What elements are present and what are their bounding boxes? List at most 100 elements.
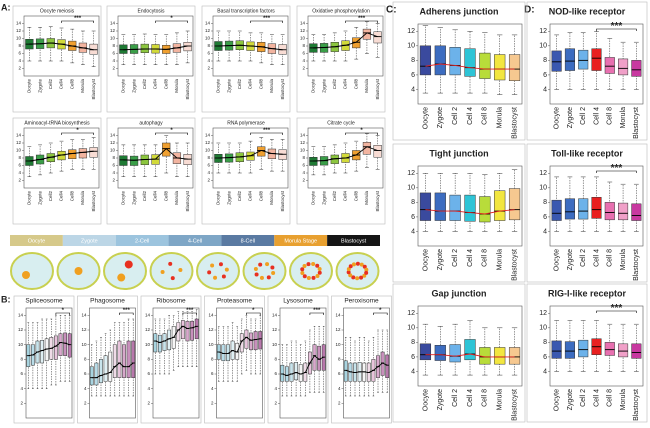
- x-tick-label: Oocyte: [553, 107, 560, 129]
- significance-bracket: [596, 28, 637, 31]
- y-tick-label: 6: [18, 51, 21, 56]
- y-tick-label: 12: [539, 170, 547, 177]
- x-tick-label: Cell2: [237, 191, 242, 202]
- stage-label: 8-Cell: [241, 238, 255, 244]
- x-tick-label: Cell2: [332, 79, 337, 90]
- nucleus: [271, 271, 276, 276]
- box: [385, 354, 390, 378]
- significance-bracket: [345, 20, 378, 23]
- x-tick-label: Oocyte: [422, 249, 429, 271]
- x-tick-label: Cell 8: [482, 389, 489, 407]
- plot-frame: [549, 305, 644, 387]
- stage-segment: [115, 235, 169, 246]
- significance-label: ***: [611, 303, 623, 314]
- x-tick-label: Cell4: [343, 79, 348, 90]
- significance-label: ***: [313, 308, 321, 314]
- nucleus: [351, 262, 356, 267]
- x-tick-label: Oocyte: [311, 79, 316, 94]
- nucleus: [348, 264, 353, 269]
- stage-label: Oocyte: [28, 238, 45, 244]
- significance-bracket: [61, 20, 94, 23]
- box: [280, 364, 285, 382]
- y-tick-label: 8: [338, 357, 341, 362]
- embryo: [10, 252, 54, 290]
- panel-label: A:: [1, 2, 11, 12]
- box: [157, 334, 162, 353]
- box: [564, 48, 575, 71]
- median-line: [218, 44, 283, 51]
- y-tick-label: 8: [302, 43, 305, 48]
- significance-bracket: [61, 132, 94, 135]
- significance-label: *: [360, 128, 363, 134]
- y-tick-label: 4: [18, 58, 21, 63]
- y-tick-label: 6: [543, 72, 547, 79]
- nucleus: [364, 270, 369, 275]
- box: [449, 344, 461, 363]
- x-tick-label: Cell8: [163, 191, 168, 202]
- x-tick-label: Cell 8: [607, 107, 614, 125]
- significance-label: *: [170, 128, 173, 134]
- box: [239, 333, 244, 353]
- nucleus: [117, 273, 126, 282]
- box: [352, 37, 361, 49]
- box: [129, 155, 139, 166]
- x-tick-label: Zygote: [37, 79, 42, 93]
- x-tick-label: Morula: [497, 389, 504, 411]
- nucleus: [259, 275, 264, 280]
- x-tick-label: Cell 2: [452, 389, 459, 407]
- y-tick-label: 2: [18, 66, 21, 71]
- panel-frame: [392, 1, 526, 141]
- y-tick-label: 10: [16, 36, 22, 41]
- box: [618, 343, 629, 358]
- box: [53, 335, 58, 360]
- y-tick-label: 2: [147, 401, 150, 406]
- y-tick-label: 12: [16, 28, 22, 33]
- box: [604, 342, 615, 356]
- stage-label: 4-Cell: [188, 238, 202, 244]
- nucleus: [253, 266, 258, 271]
- y-tick-label: 10: [145, 342, 151, 347]
- x-tick-label: Zygote: [321, 191, 326, 205]
- x-tick-label: Cell4: [153, 79, 158, 90]
- box: [180, 320, 185, 340]
- panel-frame: [296, 5, 386, 113]
- box: [494, 190, 506, 221]
- plot-frame: [417, 23, 523, 105]
- x-tick-label: Zygote: [437, 107, 444, 129]
- y-tick-label: 12: [110, 28, 116, 33]
- box: [258, 331, 263, 350]
- box: [294, 362, 299, 381]
- x-tick-label: Cell 2: [580, 389, 587, 407]
- box: [434, 45, 446, 76]
- x-tick-label: Cell 2: [452, 249, 459, 267]
- nucleus: [315, 273, 320, 278]
- y-tick-label: 2: [274, 401, 277, 406]
- y-tick-label: 14: [208, 313, 214, 318]
- nucleus: [302, 264, 307, 269]
- y-tick-label: 6: [543, 214, 547, 221]
- box: [551, 340, 562, 359]
- significance-label: ***: [611, 21, 623, 32]
- y-tick-label: 4: [274, 386, 277, 391]
- panel-frame: [296, 117, 386, 225]
- x-tick-label: Blastocyst: [633, 389, 640, 421]
- panel-frame: [13, 295, 75, 424]
- x-tick-label: Morula: [80, 191, 85, 205]
- box: [631, 60, 642, 77]
- y-tick-label: 8: [18, 155, 21, 160]
- box: [244, 329, 249, 349]
- chart-title: Basal transcription factors: [217, 8, 275, 14]
- y-tick-label: 4: [543, 368, 547, 375]
- y-tick-label: 10: [110, 36, 116, 41]
- y-tick-label: 14: [110, 21, 116, 26]
- x-tick-label: Zygote: [437, 389, 444, 411]
- x-tick-label: Cell8: [258, 191, 263, 202]
- y-tick-label: 2: [338, 401, 341, 406]
- y-tick-label: 12: [539, 28, 547, 35]
- nucleus: [265, 262, 270, 267]
- significance-label: ***: [611, 163, 623, 174]
- y-tick-label: 10: [205, 148, 211, 153]
- significance-bracket: [55, 312, 70, 315]
- x-tick-label: Morula: [620, 107, 627, 129]
- box: [117, 340, 122, 378]
